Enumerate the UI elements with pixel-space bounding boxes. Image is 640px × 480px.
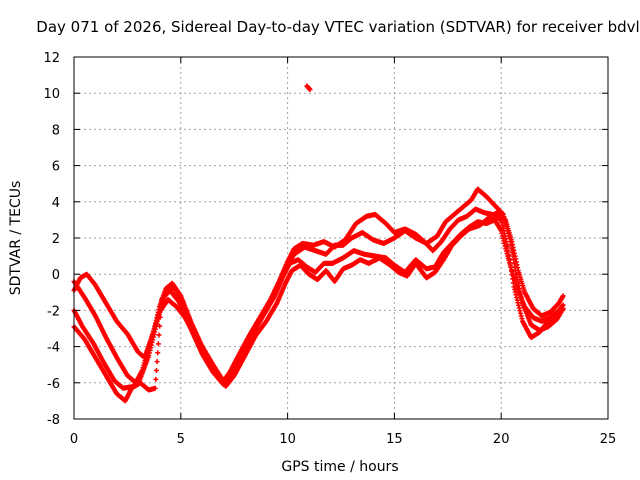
data-point	[307, 87, 313, 93]
y-axis-label: SDTVAR / TECUs	[8, 181, 24, 296]
x-tick-label: 10	[279, 432, 296, 447]
y-tick-label: -4	[47, 341, 60, 356]
y-tick-label: 8	[52, 123, 60, 138]
x-tick-label: 5	[177, 432, 185, 447]
axis-ticks: 0 5 10 15 20 25 -8 -6 -4 -2 0 2 4 6 8 10 12	[43, 51, 616, 447]
chart-title: Day 071 of 2026, Sidereal Day-to-day VTE…	[36, 18, 639, 36]
y-tick-label: 4	[52, 196, 60, 211]
y-tick-label: 0	[52, 268, 60, 283]
x-tick-label: 0	[70, 432, 78, 447]
x-axis-label: GPS time / hours	[281, 459, 398, 475]
data-point	[155, 341, 161, 347]
x-tick-label: 20	[493, 432, 510, 447]
data-point	[560, 306, 566, 312]
y-tick-label: 12	[43, 51, 60, 66]
data-point	[152, 385, 158, 391]
data-point	[155, 350, 161, 356]
x-tick-label: 15	[386, 432, 403, 447]
y-tick-label: -2	[47, 304, 60, 319]
x-tick-label: 25	[600, 432, 617, 447]
y-tick-label: -6	[47, 377, 60, 392]
data-point	[560, 293, 566, 299]
data-points	[71, 83, 566, 404]
data-point	[154, 359, 160, 365]
y-tick-label: -8	[47, 413, 60, 428]
data-point	[156, 332, 162, 338]
data-point	[153, 376, 159, 382]
y-tick-label: 10	[43, 87, 60, 102]
series-trace-d	[71, 186, 566, 388]
series-outlier	[304, 83, 313, 93]
y-tick-label: 2	[52, 232, 60, 247]
y-tick-label: 6	[52, 160, 60, 175]
data-point	[153, 367, 159, 373]
